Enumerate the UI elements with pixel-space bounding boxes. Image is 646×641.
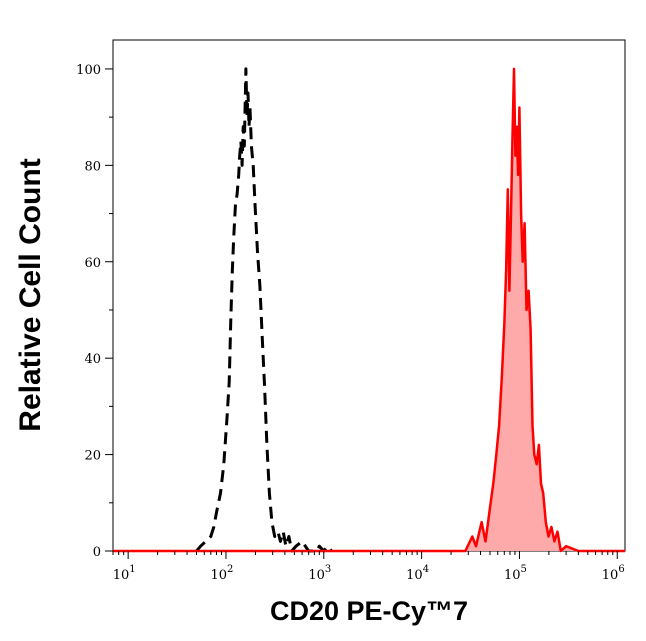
y-tick-label: 20 bbox=[84, 449, 101, 464]
plot-frame bbox=[112, 39, 626, 552]
y-tick-label: 80 bbox=[84, 159, 101, 174]
y-tick-label: 100 bbox=[76, 63, 101, 78]
series-2-line bbox=[113, 67, 625, 553]
x-axis: 101 102 103 104 105 106 bbox=[112, 551, 625, 583]
x-tick-label: 103 bbox=[308, 564, 331, 583]
y-axis-title: Relative Cell Count bbox=[14, 158, 47, 431]
x-tick-label: 102 bbox=[211, 564, 234, 583]
series-layer bbox=[113, 67, 625, 553]
x-tick-label: 106 bbox=[602, 564, 625, 583]
x-tick-label: 101 bbox=[113, 564, 136, 583]
x-tick-label: 104 bbox=[406, 564, 429, 583]
x-axis-title: CD20 PE-Cy™7 bbox=[270, 596, 468, 626]
x-tick-label: 105 bbox=[504, 564, 527, 583]
y-tick-label: 40 bbox=[84, 352, 101, 367]
series-1-line bbox=[195, 67, 333, 553]
series-2-fill bbox=[113, 68, 625, 552]
y-tick-label: 60 bbox=[84, 256, 101, 271]
y-tick-label: 0 bbox=[93, 545, 101, 560]
y-axis: 0 20 40 60 80 100 bbox=[76, 63, 113, 560]
